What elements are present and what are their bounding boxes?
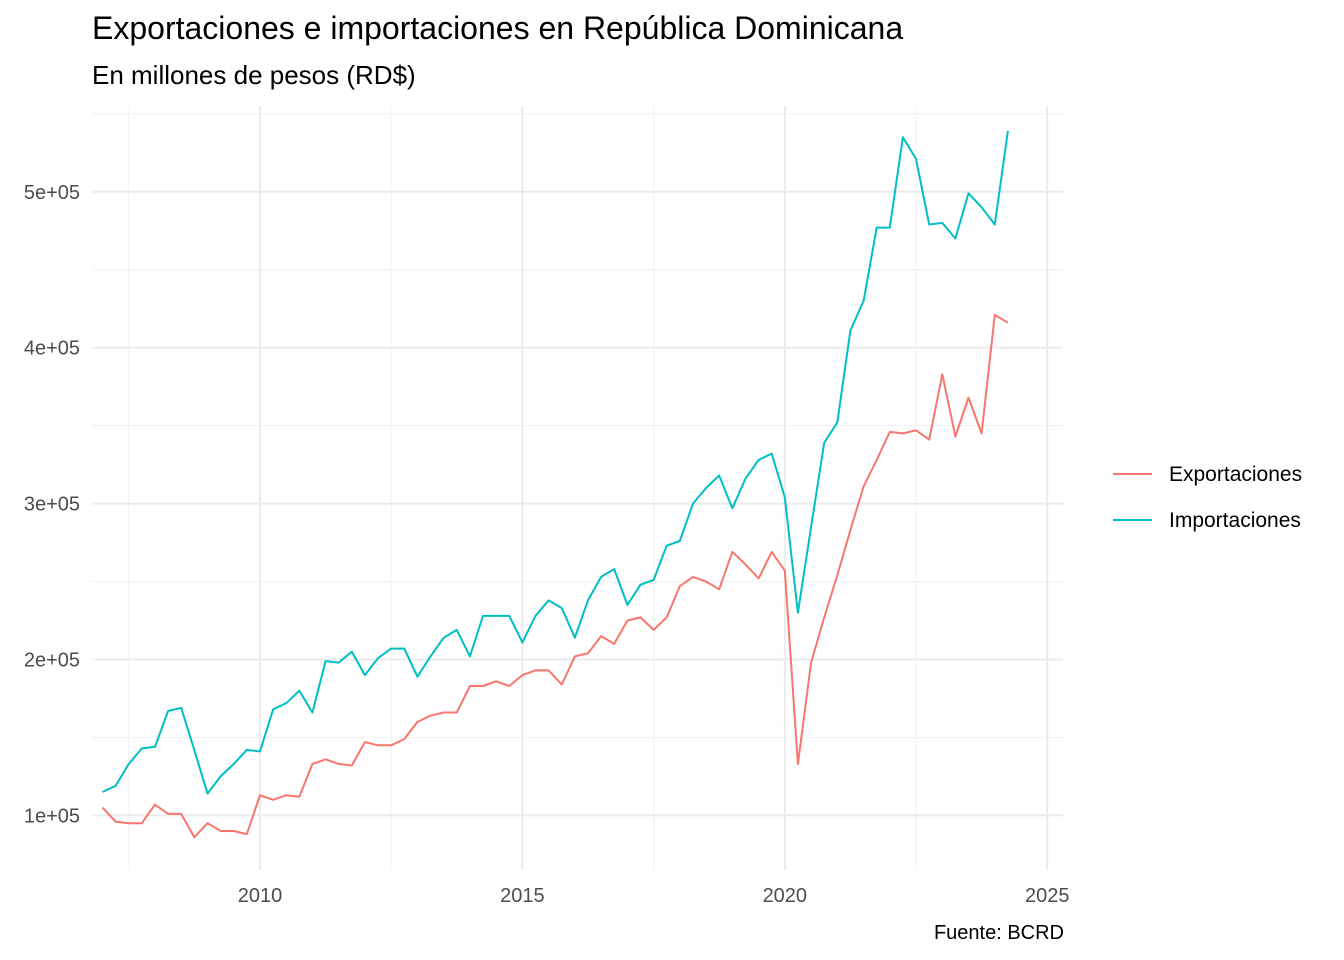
chart-title: Exportaciones e importaciones en Repúbli… xyxy=(92,10,904,46)
minor-gridlines xyxy=(92,106,1063,870)
y-axis-tick-labels: 1e+05 2e+05 3e+05 4e+05 5e+05 xyxy=(24,182,80,828)
series-lines xyxy=(101,130,1009,839)
x-tick-label: 2015 xyxy=(500,885,545,907)
series-line-exportaciones xyxy=(101,313,1009,839)
y-tick-label: 4e+05 xyxy=(24,338,80,360)
major-gridlines xyxy=(92,106,1063,870)
series-line-importaciones xyxy=(102,130,1009,795)
x-tick-label: 2025 xyxy=(1025,885,1070,907)
chart-subtitle: En millones de pesos (RD$) xyxy=(92,60,416,90)
x-tick-label: 2010 xyxy=(238,885,283,907)
y-tick-label: 3e+05 xyxy=(24,494,80,516)
y-tick-label: 2e+05 xyxy=(24,650,80,672)
chart-caption: Fuente: BCRD xyxy=(933,922,1064,944)
x-axis-tick-labels: 2010 2015 2020 2025 xyxy=(238,885,1070,907)
y-tick-label: 1e+05 xyxy=(24,805,80,827)
legend-label-exportaciones: Exportaciones xyxy=(1169,463,1302,486)
y-tick-label: 5e+05 xyxy=(24,182,80,204)
legend-label-importaciones: Importaciones xyxy=(1169,509,1301,532)
legend: Exportaciones Importaciones xyxy=(1113,463,1302,532)
x-tick-label: 2020 xyxy=(763,885,808,907)
